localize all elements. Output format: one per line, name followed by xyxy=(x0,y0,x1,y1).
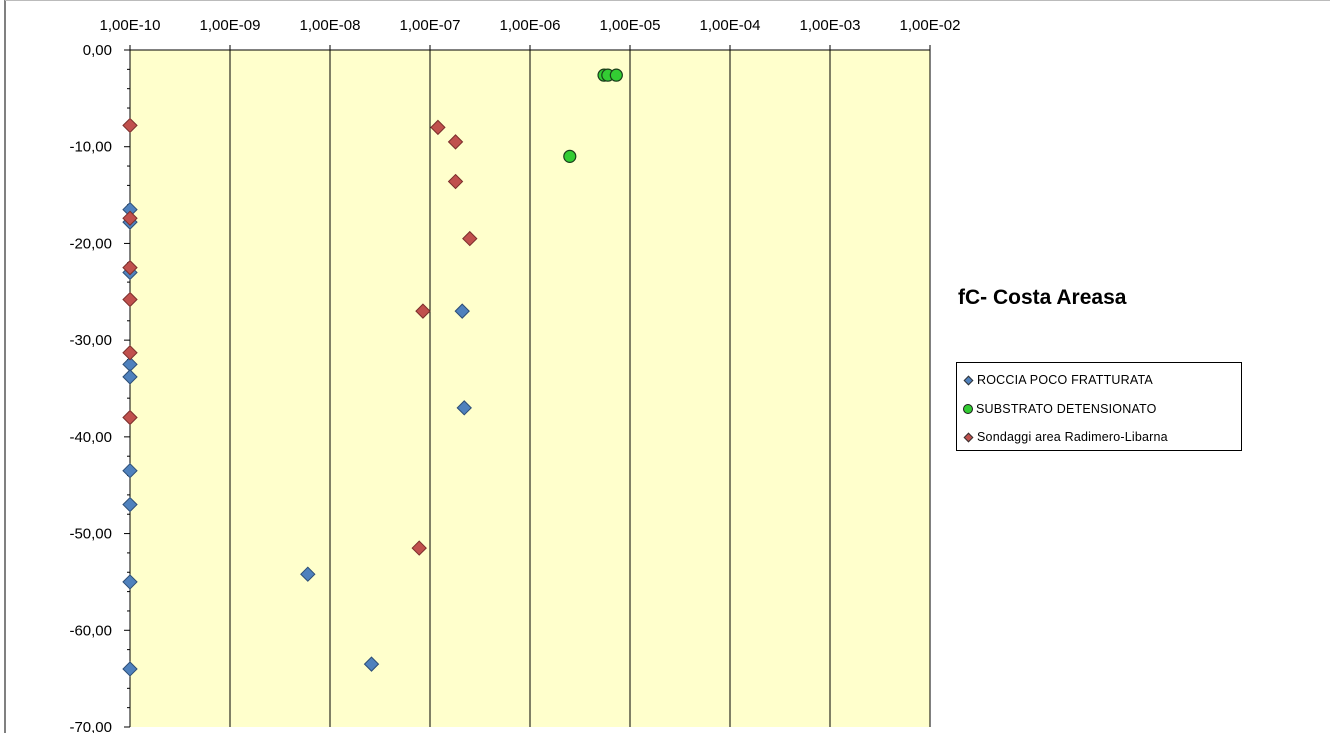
data-point-circle xyxy=(609,68,623,82)
y-tick-label: -40,00 xyxy=(69,429,112,446)
data-point-diamond xyxy=(300,566,316,582)
data-point-diamond xyxy=(122,291,138,308)
data-point-diamond xyxy=(122,496,138,513)
y-tick-label: -60,00 xyxy=(69,622,112,639)
y-tick-label: 0,00 xyxy=(83,42,112,59)
data-point-diamond xyxy=(122,210,138,226)
data-point-diamond xyxy=(411,540,427,556)
y-tick-label: -70,00 xyxy=(69,719,112,733)
data-point-diamond xyxy=(363,656,380,672)
data-point-diamond xyxy=(122,369,138,385)
data-point-diamond xyxy=(122,661,138,677)
data-point-diamond xyxy=(122,409,138,426)
y-tick-label: -50,00 xyxy=(69,526,112,543)
data-point-diamond xyxy=(456,400,472,416)
y-tick-label: -10,00 xyxy=(69,139,112,156)
data-point-diamond xyxy=(122,259,138,276)
x-tick-label: 1,00E-06 xyxy=(500,17,561,34)
x-tick-label: 1,00E-03 xyxy=(800,17,861,34)
data-point-diamond xyxy=(122,345,138,361)
data-point-diamond xyxy=(122,574,138,590)
legend-label: Sondaggi area Radimero-Libarna xyxy=(977,430,1168,444)
x-tick-label: 1,00E-09 xyxy=(200,17,261,34)
legend-marker-circle-green xyxy=(963,404,973,414)
data-point-circle xyxy=(563,149,577,163)
legend-label: SUBSTRATO DETENSIONATO xyxy=(976,402,1157,416)
legend-marker-diamond-red xyxy=(963,432,974,442)
legend-item-substrato: SUBSTRATO DETENSIONATO xyxy=(963,399,1157,419)
legend-item-roccia: ROCCIA POCO FRATTURATA xyxy=(963,370,1153,390)
x-tick-label: 1,00E-07 xyxy=(400,17,461,34)
data-point-diamond xyxy=(122,463,138,479)
y-tick-label: -20,00 xyxy=(69,235,112,252)
x-tick-label: 1,00E-05 xyxy=(600,17,661,34)
legend: ROCCIA POCO FRATTURATA SUBSTRATO DETENSI… xyxy=(956,362,1242,451)
data-point-diamond xyxy=(122,117,138,134)
legend-item-sondaggi: Sondaggi area Radimero-Libarna xyxy=(963,427,1168,447)
data-point-diamond xyxy=(430,119,446,136)
x-tick-label: 1,00E-08 xyxy=(300,17,361,34)
x-tick-label: 1,00E-02 xyxy=(900,17,961,34)
x-tick-label: 1,00E-04 xyxy=(700,17,761,34)
legend-marker-diamond-blue xyxy=(963,375,974,385)
data-point-diamond xyxy=(447,173,464,190)
x-tick-label: 1,00E-10 xyxy=(100,17,161,34)
data-point-diamond xyxy=(454,303,470,319)
data-point-diamond xyxy=(462,230,478,247)
chart-title: fC- Costa Areasa xyxy=(958,286,1127,309)
y-tick-label: -30,00 xyxy=(69,332,112,349)
legend-label: ROCCIA POCO FRATTURATA xyxy=(977,373,1153,387)
data-point-diamond xyxy=(415,303,431,319)
data-point-diamond xyxy=(447,134,464,150)
